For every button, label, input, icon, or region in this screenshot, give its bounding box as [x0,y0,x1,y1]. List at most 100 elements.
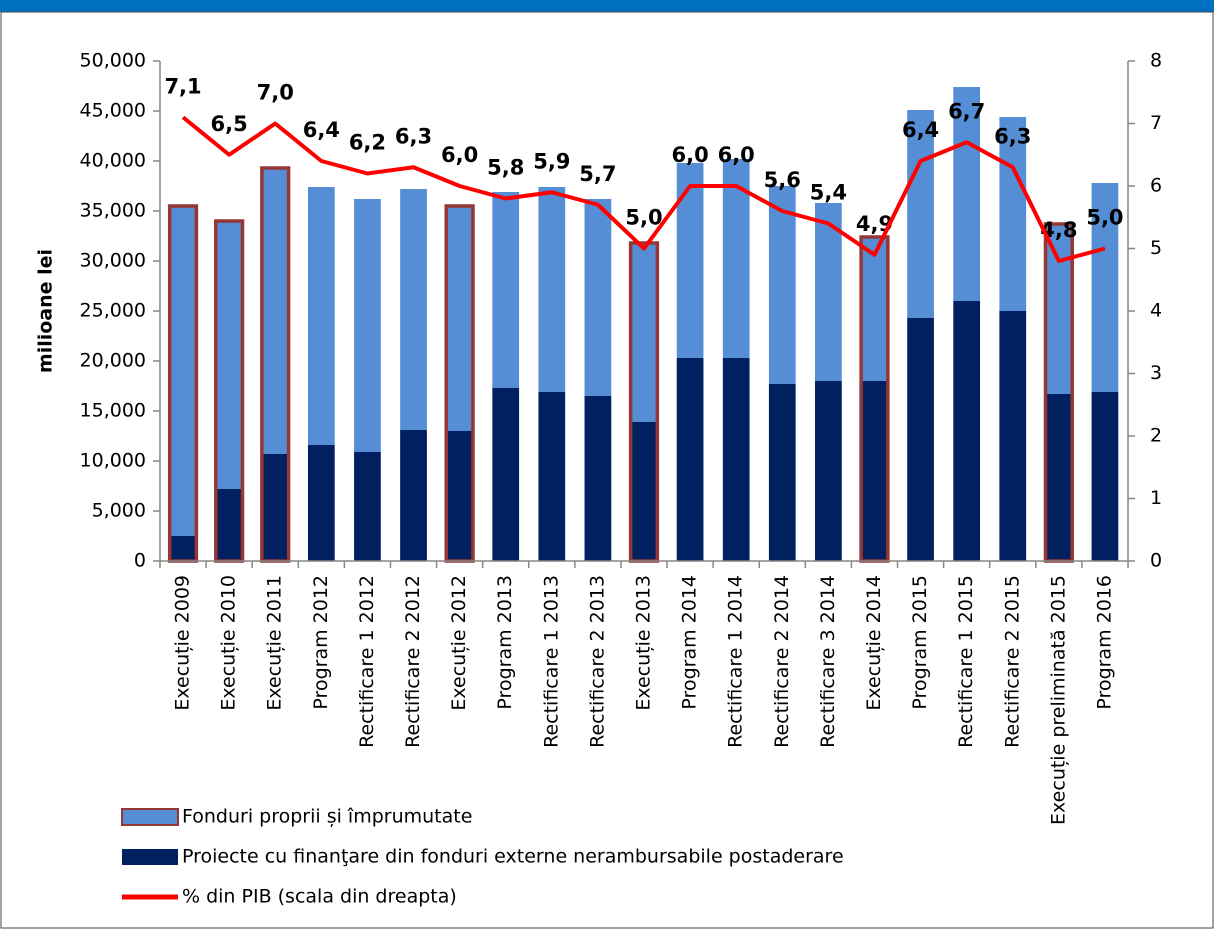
bar [538,392,566,561]
bar [584,199,612,396]
bar [861,381,888,561]
value-label: 6,0 [441,143,478,167]
bar [815,203,842,381]
x-tick-label: Program 2016 [1093,575,1115,710]
x-tick-label: Execuție 2011 [264,575,286,711]
x-tick-label: Execuție 2009 [172,575,194,711]
value-label: 6,4 [902,118,939,142]
bar [722,358,750,561]
y-tick-label: 50,000 [80,50,146,72]
bar [307,445,335,561]
y2-tick-label: 3 [1150,362,1162,384]
legend-swatch [122,849,178,865]
bar [1045,224,1073,394]
bar [768,186,796,384]
value-label: 5,0 [1086,206,1123,230]
x-tick-label: Execuție 2013 [633,575,655,711]
x-tick-label: Execuție 2012 [448,575,470,711]
x-tick-label: Execuție 2010 [218,575,240,711]
bar [446,206,473,431]
x-tick-label: Execuție preliminată 2015 [1047,575,1069,825]
bar [307,187,335,445]
x-tick-label: Rectificare 1 2013 [540,575,562,748]
line [181,115,1106,263]
value-label: 6,2 [349,131,386,155]
bar [215,221,243,489]
x-tick-label: Rectificare 1 2012 [356,575,378,748]
bar [1045,394,1073,561]
x-tick-label: Rectificare 1 2015 [955,575,977,748]
bar [999,117,1027,311]
value-label: 5,4 [810,181,847,205]
legend-label: Proiecte cu finanţare din fonduri extern… [182,846,844,868]
bar [169,206,197,536]
x-tick-label: Rectificare 2 2015 [1001,575,1023,748]
y2-tick-label: 7 [1150,112,1162,134]
bar [492,388,520,561]
value-label: 6,5 [211,112,248,136]
bar [676,358,704,561]
y2-tick-label: 1 [1150,487,1162,509]
y-tick-label: 15,000 [80,400,146,422]
bar [815,381,842,561]
y-tick-label: 35,000 [80,200,146,222]
value-label: 6,3 [994,124,1031,148]
y-axis-label: milioane lei [35,249,57,373]
y-tick-label: 0 [134,550,146,572]
y-tick-label: 45,000 [80,100,146,122]
value-label: 7,0 [257,81,294,105]
value-label: 6,0 [718,143,755,167]
legend-label: % din PIB (scala din dreapta) [182,886,457,908]
x-tick-label: Rectificare 2 2014 [771,575,793,748]
bar [538,187,566,392]
value-label: 6,0 [671,143,708,167]
value-label: 5,0 [625,206,662,230]
y2-tick-label: 5 [1150,237,1162,259]
x-tick-label: Rectificare 2 2013 [586,575,608,748]
value-label: 5,9 [533,149,570,173]
value-label: 7,1 [164,74,201,98]
y-tick-label: 30,000 [80,250,146,272]
value-label: 6,4 [303,118,340,142]
x-tick-label: Rectificare 3 2014 [817,575,839,748]
x-tick-label: Program 2015 [909,575,931,710]
frame [0,11,1214,929]
bar [907,318,934,561]
value-label: 5,8 [487,156,524,180]
y2-tick-label: 6 [1150,175,1162,197]
value-label: 6,3 [395,124,432,148]
x-tick-label: Program 2012 [310,575,332,710]
x-tick-label: Program 2014 [679,575,701,710]
bar [261,454,289,561]
bar [400,430,427,561]
x-tick-label: Program 2013 [494,575,516,710]
y-tick-label: 25,000 [80,300,146,322]
x-tick-label: Rectificare 1 2014 [725,575,747,748]
legend-swatch [121,808,179,826]
value-label: 5,6 [764,168,801,192]
y2-tick-label: 8 [1150,50,1162,72]
bar [354,199,381,452]
y2-tick-label: 2 [1150,425,1162,447]
value-label: 6,7 [948,99,985,123]
bar [907,110,934,318]
y-tick-label: 20,000 [80,350,146,372]
bar [400,189,427,430]
y2-tick-label: 0 [1150,550,1162,572]
x-tick-label: Execuție 2014 [863,575,885,711]
bar [584,396,612,561]
y-tick-label: 10,000 [80,450,146,472]
bar [953,87,981,301]
bar [261,168,289,454]
bar [215,489,243,561]
bar [492,192,520,388]
bar [1091,183,1119,392]
legend-label: Fonduri proprii și împrumutate [182,806,472,828]
x-tick-label: Rectificare 2 2012 [402,575,424,748]
bar [861,237,888,381]
bar [630,422,658,561]
bar [676,163,704,358]
bar [446,431,473,561]
